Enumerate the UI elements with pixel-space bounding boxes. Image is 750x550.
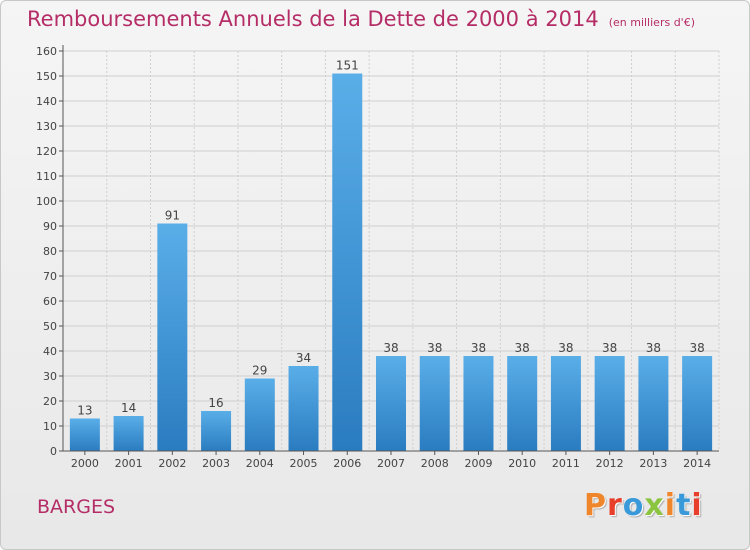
y-tick-label: 30 (43, 370, 57, 383)
y-tick-label: 110 (36, 170, 57, 183)
x-tick-label: 2006 (333, 457, 361, 470)
y-tick-label: 120 (36, 145, 57, 158)
commune-name: BARGES (37, 496, 116, 518)
axes (59, 45, 719, 455)
y-tick-label: 0 (50, 445, 57, 458)
bars (69, 73, 713, 451)
y-tick-label: 10 (43, 420, 57, 433)
chart-subtitle: (en milliers d'€) (608, 16, 695, 29)
x-tick-label: 2011 (552, 457, 580, 470)
data-label: 38 (383, 341, 398, 355)
logo-letter: t (676, 488, 692, 523)
data-label: 38 (471, 341, 486, 355)
x-tick-label: 2008 (421, 457, 449, 470)
data-label: 38 (602, 341, 617, 355)
x-tick-label: 2013 (639, 457, 667, 470)
y-tick-label: 160 (36, 45, 57, 58)
bar (638, 356, 669, 451)
bar (201, 411, 232, 451)
labels: 0 10 20 30 40 50 60 70 80 90 100 110 120 130 140 150 160… (36, 45, 711, 470)
bar (507, 356, 538, 451)
x-tick-label: 2005 (290, 457, 318, 470)
bar (244, 378, 275, 451)
x-tick-label: 2007 (377, 457, 405, 470)
x-tick-label: 2010 (508, 457, 536, 470)
data-label: 38 (646, 341, 661, 355)
data-label: 91 (165, 209, 180, 223)
data-label: 38 (427, 341, 442, 355)
logo-letter: o (622, 488, 645, 523)
bar (157, 223, 188, 451)
y-tick-label: 140 (36, 95, 57, 108)
y-tick-label: 130 (36, 120, 57, 133)
bar (419, 356, 450, 451)
x-tick-label: 2014 (683, 457, 711, 470)
logo-letter: i (664, 488, 677, 523)
x-tick-label: 2004 (246, 457, 274, 470)
x-tick-label: 2003 (202, 457, 230, 470)
y-tick-label: 100 (36, 195, 57, 208)
data-label: 29 (252, 364, 267, 378)
chart-title: Remboursements Annuels de la Dette de 20… (27, 7, 695, 31)
bar (332, 73, 363, 451)
bar (288, 366, 319, 451)
data-label: 38 (515, 341, 530, 355)
y-tick-label: 40 (43, 345, 57, 358)
x-tick-label: 2000 (71, 457, 99, 470)
x-tick-label: 2009 (464, 457, 492, 470)
x-tick-label: 2012 (596, 457, 624, 470)
y-tick-label: 150 (36, 70, 57, 83)
logo-letter: x (644, 488, 665, 523)
data-label: 13 (77, 404, 92, 418)
y-tick-label: 20 (43, 395, 57, 408)
y-tick-label: 50 (43, 320, 57, 333)
bar (69, 418, 100, 451)
data-label: 14 (121, 401, 136, 415)
x-tick-label: 2001 (115, 457, 143, 470)
y-tick-label: 80 (43, 245, 57, 258)
bar (376, 356, 406, 451)
data-label: 38 (689, 341, 704, 355)
logo-letter: r (607, 488, 623, 523)
data-label: 38 (558, 341, 573, 355)
bar (594, 356, 625, 451)
data-label: 151 (336, 59, 359, 73)
y-tick-label: 70 (43, 270, 57, 283)
logo-letter: P (584, 488, 607, 523)
y-tick-label: 60 (43, 295, 57, 308)
data-label: 34 (296, 351, 311, 365)
y-tick-label: 90 (43, 220, 57, 233)
bar (550, 356, 581, 451)
bar (682, 356, 713, 451)
proxiti-logo: Proxiti (584, 488, 703, 523)
x-tick-label: 2002 (158, 457, 186, 470)
bar (113, 416, 144, 451)
logo-letter: i (691, 488, 703, 523)
bar (463, 356, 494, 451)
title-text: Remboursements Annuels de la Dette de 20… (27, 7, 599, 31)
data-label: 16 (208, 396, 223, 410)
